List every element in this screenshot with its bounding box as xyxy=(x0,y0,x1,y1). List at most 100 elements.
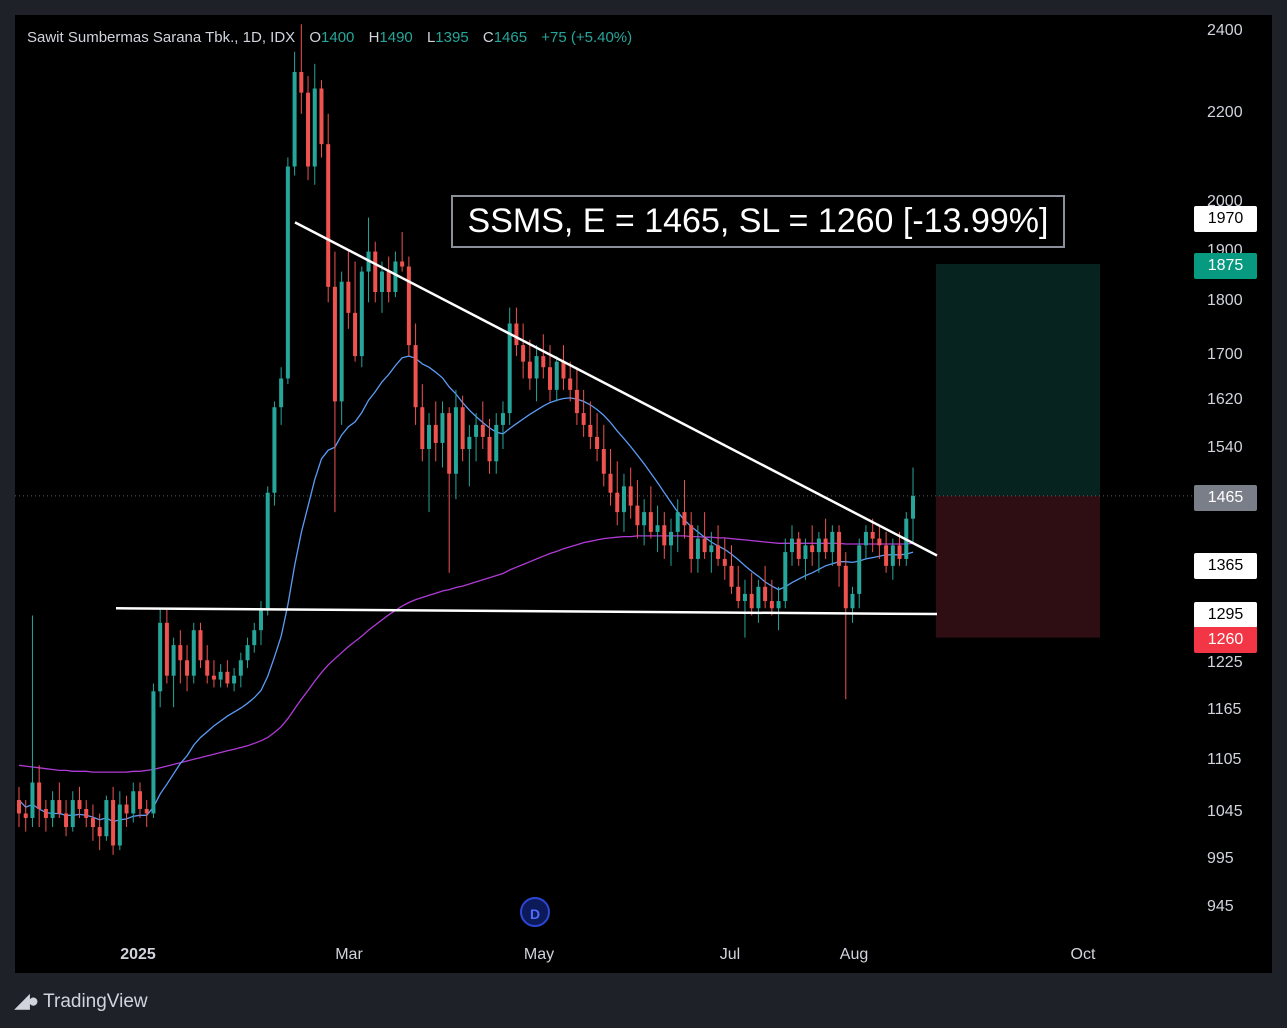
open-label: O xyxy=(309,29,322,46)
candle-body xyxy=(621,486,626,513)
candle-body xyxy=(185,660,190,676)
candle-body xyxy=(581,413,586,425)
candle-body xyxy=(769,601,774,609)
candle-body xyxy=(232,675,237,684)
time-tick-label: May xyxy=(523,946,555,963)
candle-body xyxy=(205,660,210,676)
price-tick-label: 1105 xyxy=(1207,750,1242,768)
candle-body xyxy=(548,367,553,390)
candle-body xyxy=(84,808,89,818)
candle-body xyxy=(494,424,499,462)
high-label: H xyxy=(368,29,380,46)
candle-body xyxy=(877,538,882,546)
candle-body xyxy=(554,361,559,390)
candle-body xyxy=(837,531,842,566)
change-value: +75 (+5.40%) xyxy=(541,29,633,46)
candle-body xyxy=(453,407,458,474)
candle-body xyxy=(662,525,667,546)
candle-body xyxy=(23,813,28,818)
candle-body xyxy=(467,436,472,450)
candle-body xyxy=(722,558,727,566)
candle-body xyxy=(689,525,694,559)
candle-body xyxy=(675,512,680,532)
candle-body xyxy=(682,512,687,526)
price-tick-label: 2400 xyxy=(1207,22,1243,39)
stop-loss-zone xyxy=(936,495,1100,638)
price-tick-label: 1165 xyxy=(1207,701,1242,719)
candle-body xyxy=(440,413,445,443)
candle-body xyxy=(729,565,734,587)
candle-body xyxy=(124,804,129,814)
candle-body xyxy=(238,660,243,676)
candle-body xyxy=(642,512,647,526)
candle-body xyxy=(561,361,566,379)
low-label: L xyxy=(426,29,436,46)
candle-body xyxy=(534,356,539,379)
candle-body xyxy=(736,586,741,602)
candle-body xyxy=(850,593,855,609)
dividend-event-marker[interactable]: D xyxy=(520,897,550,927)
candle-body xyxy=(406,266,411,346)
candle-body xyxy=(225,671,230,684)
candle-body xyxy=(151,691,156,814)
candle-body xyxy=(863,531,868,546)
candle-body xyxy=(90,817,95,828)
candle-body xyxy=(252,630,257,646)
candle-body xyxy=(628,486,633,506)
candle-body xyxy=(521,345,526,362)
candle-body xyxy=(514,323,519,346)
candle-body xyxy=(339,281,344,402)
descending-resistance-trendline xyxy=(294,221,938,557)
candle-body xyxy=(117,804,122,846)
candle-body xyxy=(648,512,653,532)
open-value: 1400 xyxy=(321,29,355,46)
price-badge: 1295 xyxy=(1194,602,1257,628)
candle-body xyxy=(359,271,364,357)
candle-body xyxy=(588,424,593,437)
price-tick-label: 1045 xyxy=(1207,803,1243,821)
candle-body xyxy=(111,800,116,846)
candle-body xyxy=(164,622,169,676)
candle-body xyxy=(178,645,183,661)
candle-body xyxy=(326,144,331,287)
candle-body xyxy=(16,800,22,814)
candle-body xyxy=(413,345,418,408)
candle-body xyxy=(43,808,48,818)
candle-body xyxy=(830,531,835,553)
candle-body xyxy=(507,323,512,414)
brand-name: TradingView xyxy=(43,990,148,1012)
candle-body xyxy=(890,545,895,566)
candle-body xyxy=(64,813,69,828)
candle-body xyxy=(487,436,492,462)
candle-body xyxy=(306,92,311,167)
candle-body xyxy=(258,608,263,631)
price-badge: 1260 xyxy=(1194,627,1257,653)
candle-body xyxy=(191,630,196,676)
candle-body xyxy=(70,800,75,828)
candle-body xyxy=(669,531,674,546)
tradingview-logo[interactable]: ◢● TradingView xyxy=(15,990,148,1013)
candle-body xyxy=(796,538,801,559)
trade-annotation[interactable]: SSMS, E = 1465, SL = 1260 [-13.99%] xyxy=(451,195,1065,248)
candle-body xyxy=(474,424,479,437)
candle-body xyxy=(460,407,465,450)
low-value: 1395 xyxy=(435,29,469,46)
candle-body xyxy=(57,800,62,814)
candle-body xyxy=(427,424,432,450)
candle-body xyxy=(158,622,163,692)
price-tick-label: 945 xyxy=(1207,898,1234,915)
slow-moving-average-line xyxy=(18,535,914,773)
candle-body xyxy=(37,782,42,809)
candle-body xyxy=(211,675,216,680)
candle-body xyxy=(77,800,82,809)
candle-body xyxy=(198,630,203,661)
candle-body xyxy=(595,436,600,450)
time-tick-label: Jul xyxy=(719,946,741,963)
candle-body xyxy=(346,281,351,313)
candle-body xyxy=(702,538,707,553)
candle-body xyxy=(816,538,821,553)
candle-body xyxy=(265,492,270,609)
target-zone xyxy=(936,264,1100,496)
price-tick-label: 1800 xyxy=(1207,292,1243,310)
